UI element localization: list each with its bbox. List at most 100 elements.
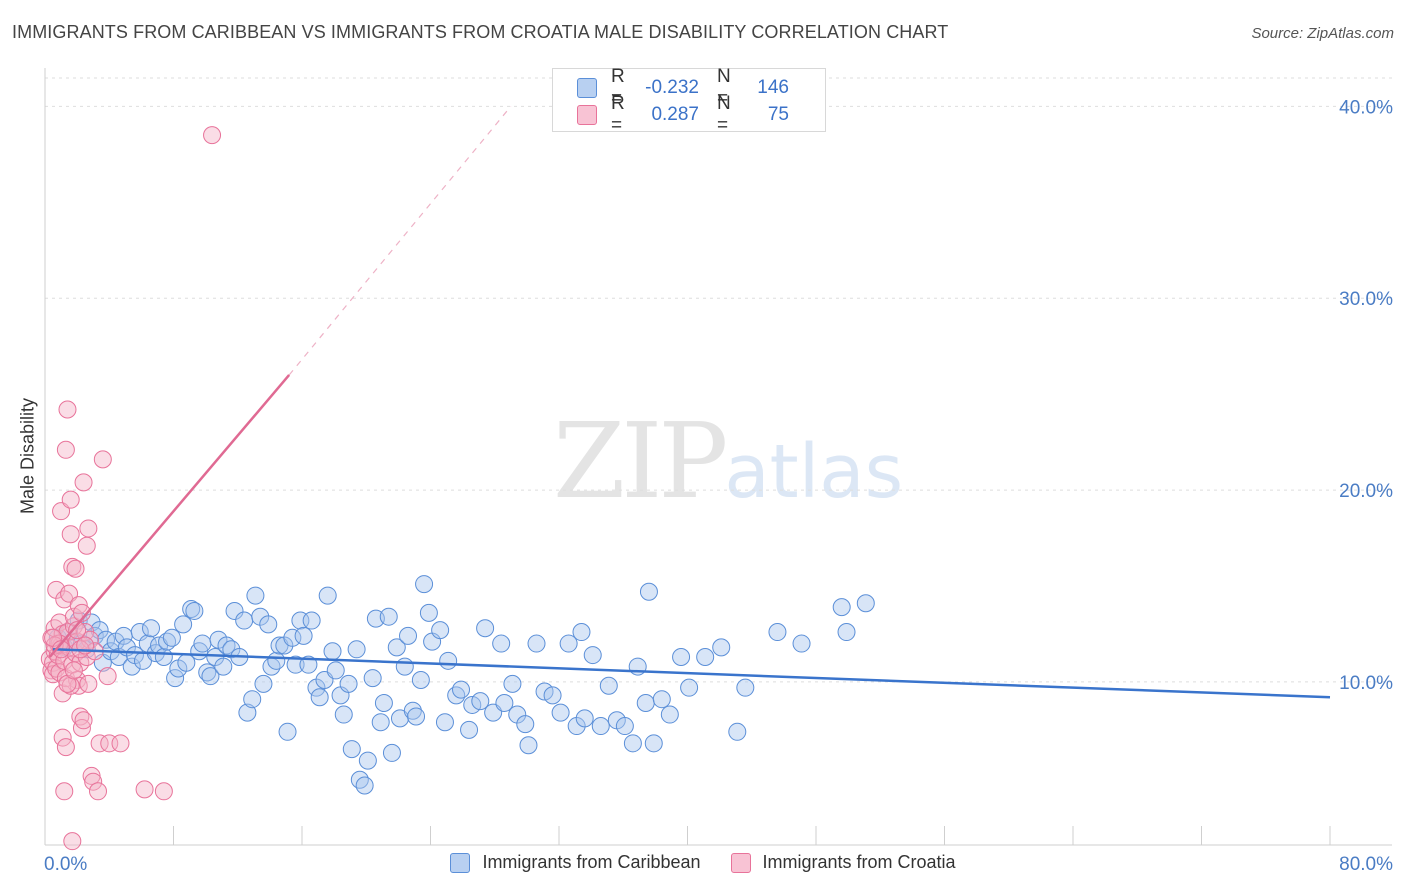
point-caribbean [90,621,109,640]
point-caribbean [387,638,406,657]
point-caribbean [516,715,535,734]
x-tick-label: 0.0% [44,854,87,875]
legend-n-value: 146 [757,77,789,98]
point-caribbean [672,647,691,666]
point-caribbean [379,607,398,626]
point-caribbean [559,634,578,653]
point-caribbean [299,655,318,674]
point-croatia [74,711,93,730]
point-croatia [60,584,79,603]
point-caribbean [615,717,634,736]
point-caribbean [166,669,185,688]
point-caribbean [347,640,366,659]
point-caribbean [355,776,374,795]
point-caribbean [652,690,671,709]
point-caribbean [583,646,602,665]
point-caribbean [259,615,278,634]
point-croatia [72,603,91,622]
series-swatch-caribbean [450,852,471,873]
point-caribbean [185,601,204,620]
legend-r-label: R = [611,66,625,109]
point-caribbean [591,717,610,736]
point-caribbean [342,740,361,759]
point-caribbean [310,688,329,707]
point-caribbean [680,678,699,697]
point-caribbean [395,657,414,676]
point-caribbean [736,678,755,697]
point-caribbean [162,628,181,647]
series-legend-item-croatia: Immigrants from Croatia [730,852,956,873]
point-caribbean [407,707,426,726]
point-caribbean [639,582,658,601]
point-caribbean [403,701,422,720]
point-caribbean [382,743,401,762]
point-croatia [63,832,82,851]
legend-row-croatia: R = 0.287 N = 75 [577,93,789,136]
point-caribbean [214,657,233,676]
watermark: ZIPatlas [553,400,903,522]
point-croatia [80,630,99,649]
point-croatia [135,780,154,799]
point-croatia [72,718,91,737]
y-tick-label: 20.0% [1339,481,1393,502]
y-tick-label: 30.0% [1339,289,1393,310]
point-croatia [77,536,96,555]
point-croatia [55,782,74,801]
point-caribbean [837,623,856,642]
point-croatia [111,734,130,753]
point-caribbean [154,647,173,666]
source-label: Source: ZipAtlas.com [1251,25,1394,42]
point-croatia [56,738,75,757]
legend-n-label: N = [717,93,731,136]
point-caribbean [323,642,342,661]
series-label-caribbean: Immigrants from Caribbean [482,852,701,872]
y-tick-label: 40.0% [1339,97,1393,118]
point-croatia [61,525,80,544]
point-caribbean [363,669,382,688]
point-caribbean [460,720,479,739]
legend-r-value: 0.287 [651,104,699,125]
trendline-croatia [48,374,291,658]
point-caribbean [350,770,369,789]
point-caribbean [503,674,522,693]
point-caribbean [334,705,353,724]
point-caribbean [267,651,286,670]
point-caribbean [527,634,546,653]
point-caribbean [636,694,655,713]
legend-r-value: -0.232 [645,77,699,98]
point-caribbean [492,634,511,653]
point-caribbean [411,671,430,690]
point-caribbean [174,615,193,634]
point-caribbean [326,661,345,680]
point-caribbean [644,734,663,753]
point-croatia [203,126,222,145]
point-caribbean [318,586,337,605]
point-caribbean [339,674,358,693]
point-caribbean [294,626,313,645]
point-caribbean [623,734,642,753]
point-caribbean [660,705,679,724]
point-croatia [63,557,82,576]
x-tick-label: 80.0% [1339,854,1393,875]
point-caribbean [302,611,321,630]
point-caribbean [278,722,297,741]
point-caribbean [519,736,538,755]
point-croatia [52,502,71,521]
y-tick-label: 10.0% [1339,673,1393,694]
point-caribbean [193,634,212,653]
legend-n-label: N = [717,66,731,109]
point-caribbean [235,611,254,630]
point-caribbean [575,709,594,728]
point-caribbean [543,686,562,705]
point-caribbean [238,703,257,722]
trendline-caribbean [52,648,1331,699]
legend-r-label: R = [611,93,625,136]
point-croatia [79,519,98,538]
point-croatia [53,728,72,747]
legend-n-value: 75 [767,104,789,125]
point-caribbean [856,594,875,613]
point-croatia [64,661,83,680]
point-caribbean [254,674,273,693]
point-caribbean [371,713,390,732]
series-legend-item-caribbean: Immigrants from Caribbean [450,852,701,873]
